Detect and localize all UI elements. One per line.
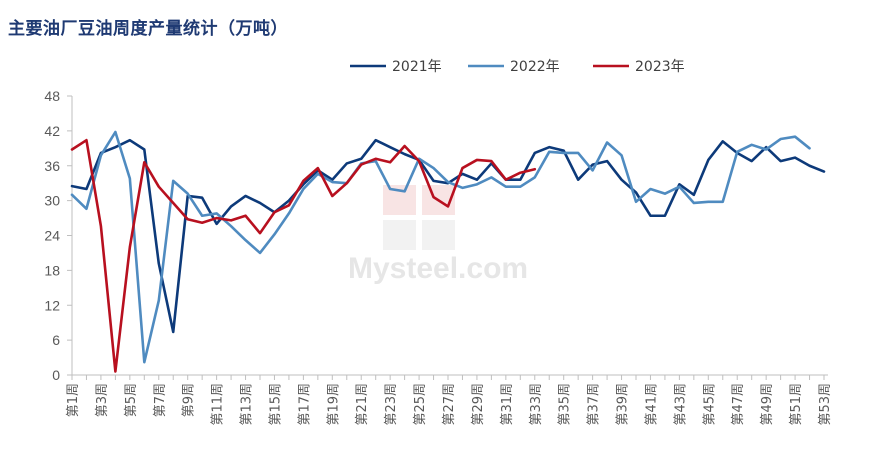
legend-label-3: 2023年: [635, 59, 685, 75]
y-tick-label: 24: [44, 228, 60, 244]
x-tick-label: 第7周: [153, 383, 168, 417]
x-tick-label: 第11周: [211, 383, 226, 426]
x-tick-label: 第1周: [66, 383, 81, 417]
x-tick-label: 第29周: [471, 383, 486, 426]
x-tick-label: 第49周: [760, 383, 775, 426]
x-tick-label: 第9周: [182, 383, 197, 417]
chart-legend: 2021年 2022年 2023年: [350, 59, 685, 75]
y-tick-label: 6: [52, 332, 60, 348]
x-tick-label: 第41周: [644, 383, 659, 426]
y-tick-label: 18: [44, 262, 60, 278]
watermark-logo-block: [422, 220, 455, 250]
x-tick-label: 第15周: [268, 383, 283, 426]
y-tick-label: 36: [44, 158, 60, 174]
chart-title: 主要油厂豆油周度产量统计（万吨）: [8, 19, 288, 39]
x-tick-label: 第51周: [789, 383, 804, 426]
x-tick-label: 第25周: [413, 383, 428, 426]
legend-label-1: 2021年: [392, 59, 442, 75]
series-line-3: [70, 138, 537, 373]
chart-series: [70, 130, 826, 373]
x-tick-label: 第47周: [731, 383, 746, 426]
mysteel-watermark: Mysteel.com: [348, 185, 528, 285]
y-tick-label: 48: [44, 88, 60, 104]
watermark-text: Mysteel.com: [348, 252, 528, 285]
x-tick-label: 第13周: [240, 383, 255, 426]
series-line-2: [70, 130, 811, 364]
x-tick-label: 第31周: [500, 383, 515, 426]
x-tick-label: 第37周: [587, 383, 602, 426]
y-tick-label: 12: [44, 297, 60, 313]
x-tick-label: 第27周: [442, 383, 457, 426]
y-tick-label: 0: [52, 367, 60, 383]
y-tick-label: 42: [44, 123, 60, 139]
x-tick-label: 第35周: [558, 383, 573, 426]
x-tick-label: 第3周: [95, 383, 110, 417]
y-tick-label: 30: [44, 193, 60, 209]
x-tick-label: 第5周: [124, 383, 139, 417]
chart-axes: 0612182430364248第1周 第3周 第5周 第7周 第9周 第11周 第13周第…: [44, 88, 833, 426]
x-tick-label: 第53周: [818, 383, 833, 426]
x-tick-label: 第39周: [616, 383, 631, 426]
x-tick-label: 第21周: [355, 383, 370, 426]
x-tick-label: 第19周: [326, 383, 341, 426]
x-tick-label: 第33周: [529, 383, 544, 426]
x-tick-label: 第23周: [384, 383, 399, 426]
x-tick-label: 第45周: [702, 383, 717, 426]
legend-label-2: 2022年: [510, 59, 560, 75]
x-tick-label: 第43周: [673, 383, 688, 426]
x-tick-label: 第17周: [297, 383, 312, 426]
watermark-logo-block: [383, 220, 416, 250]
